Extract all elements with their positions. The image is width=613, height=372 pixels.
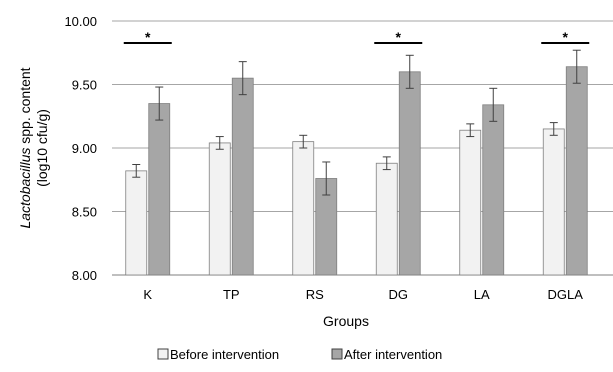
significance-star: * xyxy=(396,29,402,45)
bar xyxy=(542,128,565,276)
bar xyxy=(208,142,231,276)
legend-entry-label: After intervention xyxy=(344,347,442,362)
bars xyxy=(125,66,588,276)
y-axis-ticks: 8.00 8.50 9.00 9.50 10.00 xyxy=(64,14,97,283)
legend-swatch xyxy=(331,348,343,360)
y-tick-label: 10.00 xyxy=(64,14,97,29)
bar xyxy=(565,66,588,276)
error-bars xyxy=(132,49,581,196)
legend: Before intervention After intervention xyxy=(157,347,442,362)
grid-lines xyxy=(112,20,613,276)
y-tick-label: 8.00 xyxy=(72,268,97,283)
y-tick-label: 9.50 xyxy=(72,78,97,93)
legend-entry-label: Before intervention xyxy=(170,347,279,362)
x-tick-label: RS xyxy=(306,287,324,302)
x-tick-label: K xyxy=(143,287,152,302)
x-axis-ticks: K TP RS DG LA DGLA xyxy=(143,287,583,302)
x-tick-label: LA xyxy=(474,287,490,302)
significance-star: * xyxy=(563,29,569,45)
y-tick-label: 9.00 xyxy=(72,141,97,156)
x-tick-label: TP xyxy=(223,287,240,302)
bar xyxy=(398,71,421,276)
y-axis-title-units: (log10 cfu/g) xyxy=(34,109,50,187)
bar xyxy=(231,77,254,276)
y-tick-label: 8.50 xyxy=(72,205,97,220)
bar xyxy=(125,170,148,276)
y-axis-title-rest: spp. content xyxy=(17,67,33,147)
y-axis-title-italic: Lactobacillus xyxy=(17,148,33,229)
legend-swatch xyxy=(157,348,169,360)
significance-markers: * * * xyxy=(123,29,590,45)
x-tick-label: DG xyxy=(389,287,409,302)
bar xyxy=(148,103,171,276)
bar xyxy=(459,129,482,276)
bar xyxy=(482,104,505,276)
significance-star: * xyxy=(145,29,151,45)
bar xyxy=(292,141,315,276)
x-tick-label: DGLA xyxy=(548,287,584,302)
bar xyxy=(375,162,398,276)
y-axis-title: Lactobacillus spp. content xyxy=(17,67,33,228)
x-axis-title: Groups xyxy=(323,313,369,329)
